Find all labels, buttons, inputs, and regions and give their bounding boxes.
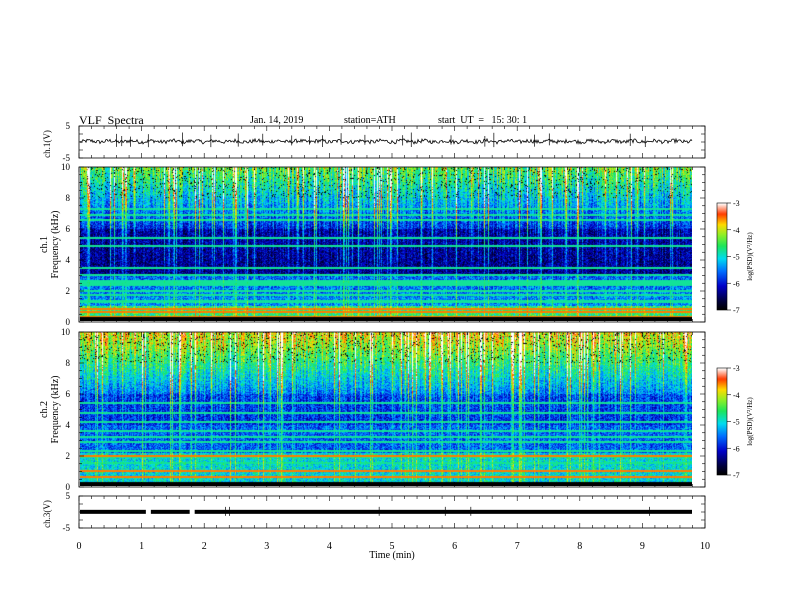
colorbar-tick-label: -7 xyxy=(733,471,740,480)
colorbar-tick-label: -3 xyxy=(733,364,740,373)
ytick-label: 2 xyxy=(66,286,71,296)
figure-title: VLF Spectra xyxy=(79,113,144,127)
ytick-label: 10 xyxy=(61,162,71,172)
station-label: station=ATH xyxy=(344,115,396,126)
colorbar-frame xyxy=(716,367,728,476)
ytick-label: 4 xyxy=(66,255,71,265)
colorbar-tick-label: -4 xyxy=(733,391,740,400)
ytick-label: 0 xyxy=(66,482,71,492)
ch1-colorbar-image xyxy=(717,203,727,310)
y-axis-label-frequency: Frequency (kHz) xyxy=(50,210,61,278)
start-time-label: start UT = 15: 30: 1 xyxy=(438,115,528,126)
y-axis-label: ch.1(V) xyxy=(42,130,52,158)
xtick-label: 5 xyxy=(390,541,395,552)
ytick-label: -5 xyxy=(63,523,71,533)
xtick-label: 8 xyxy=(577,541,582,552)
ch3-waveform-trace xyxy=(150,509,190,514)
xtick-label: 2 xyxy=(202,541,207,552)
ch1-spectrogram-image xyxy=(80,167,692,321)
ch2-spectrogram-image xyxy=(80,332,692,486)
ytick-label: -5 xyxy=(63,153,71,163)
ytick-label: 0 xyxy=(66,317,71,327)
ch3-waveform-trace xyxy=(80,509,146,514)
ytick-label: 6 xyxy=(66,224,71,234)
xtick-label: 3 xyxy=(264,541,269,552)
xtick-label: 4 xyxy=(327,541,332,552)
ch1-waveform-trace xyxy=(79,137,693,145)
colorbar-tick-label: -6 xyxy=(733,444,740,453)
ytick-label: 10 xyxy=(61,327,71,337)
ytick-label: 8 xyxy=(66,358,71,368)
y-axis-label: ch.3(V) xyxy=(42,500,52,528)
ytick-label: 8 xyxy=(66,193,71,203)
ytick-label: 5 xyxy=(66,121,71,131)
xtick-label: 6 xyxy=(452,541,457,552)
ch3-waveform-trace xyxy=(194,509,692,514)
colorbar-tick-label: -5 xyxy=(733,418,740,427)
xtick-label: 9 xyxy=(640,541,645,552)
ytick-label: 5 xyxy=(66,491,71,501)
ytick-label: 6 xyxy=(66,389,71,399)
colorbar-tick-label: -4 xyxy=(733,226,740,235)
xtick-label: 1 xyxy=(139,541,144,552)
xtick-label: 10 xyxy=(700,541,710,552)
xtick-label: 7 xyxy=(515,541,520,552)
colorbar-frame xyxy=(716,202,728,311)
x-axis-label: Time (min) xyxy=(369,550,414,561)
y-axis-label-frequency: Frequency (kHz) xyxy=(50,375,61,443)
y-axis-label-channel: ch.1 xyxy=(39,236,50,253)
panel-frame-3 xyxy=(78,331,706,488)
colorbar-tick-label: -3 xyxy=(733,199,740,208)
panel-frame-2 xyxy=(78,166,706,323)
colorbar-label: log(PSD)(V²/Hz) xyxy=(746,397,754,446)
ytick-label: 2 xyxy=(66,451,71,461)
y-axis-label-channel: ch.2 xyxy=(39,401,50,418)
xtick-label: 0 xyxy=(77,541,82,552)
colorbar-tick-label: -6 xyxy=(733,279,740,288)
colorbar-label: log(PSD)(V²/Hz) xyxy=(746,232,754,281)
colorbar-tick-label: -5 xyxy=(733,253,740,262)
ytick-label: 4 xyxy=(66,420,71,430)
date-label: Jan. 14, 2019 xyxy=(250,115,304,126)
colorbar-tick-label: -7 xyxy=(733,306,740,315)
ch2-colorbar-image xyxy=(717,368,727,475)
